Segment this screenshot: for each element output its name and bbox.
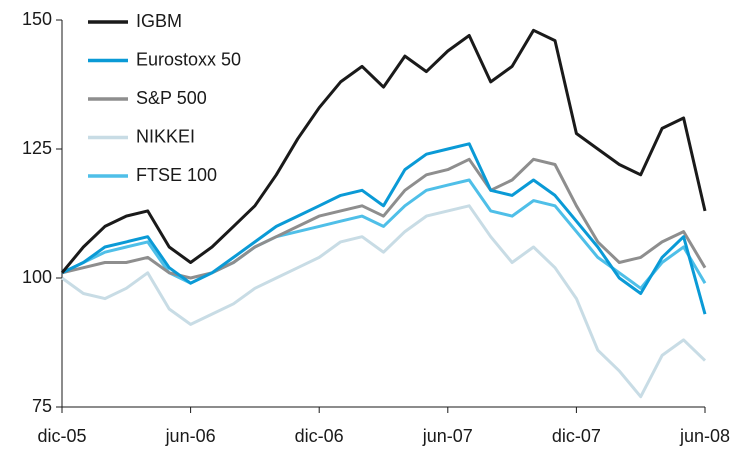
series-line xyxy=(60,28,707,274)
legend-label: Eurostoxx 50 xyxy=(136,49,241,69)
legend-label: S&P 500 xyxy=(136,88,207,108)
x-tick-label: dic-05 xyxy=(37,426,86,446)
x-tick-label: jun-07 xyxy=(422,426,473,446)
legend-label: IGBM xyxy=(136,11,182,31)
y-tick-label: 150 xyxy=(22,9,52,29)
x-tick-label: dic-07 xyxy=(552,426,601,446)
series-line xyxy=(61,204,707,399)
legend-label: NIKKEI xyxy=(136,126,195,146)
y-tick-label: 125 xyxy=(22,138,52,158)
x-tick-label: dic-06 xyxy=(295,426,344,446)
x-tick-label: jun-08 xyxy=(679,426,730,446)
series-line xyxy=(61,142,707,315)
legend-label: FTSE 100 xyxy=(136,165,217,185)
series-line xyxy=(61,157,707,280)
y-tick-label: 75 xyxy=(32,396,52,416)
x-tick-label: jun-06 xyxy=(165,426,216,446)
series-line xyxy=(61,178,707,290)
y-tick-label: 100 xyxy=(22,267,52,287)
